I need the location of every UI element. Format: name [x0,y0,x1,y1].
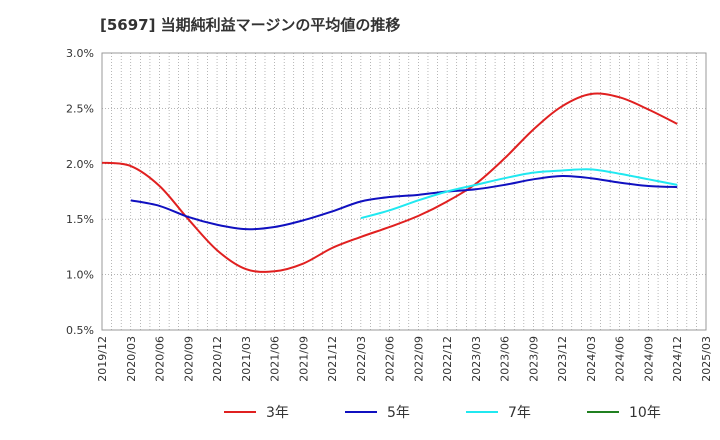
x-tick-label: 2020/12 [211,336,224,382]
plot-background [102,53,706,330]
x-tick-label: 2019/12 [96,336,109,382]
x-tick-label: 2024/03 [585,336,598,382]
x-tick-label: 2021/03 [240,336,253,382]
plot-frame [101,52,707,331]
legend-label: 3年 [266,405,289,421]
x-tick-label: 2020/09 [182,336,195,382]
chart-title: [5697] 当期純利益マージンの平均値の推移 [100,16,401,34]
legend-label: 5年 [387,405,410,421]
x-tick-label: 2021/09 [297,336,310,382]
x-tick-label: 2020/06 [154,336,167,382]
x-tick-label: 2023/03 [470,336,483,382]
y-axis: 3.0% 2.5% 2.0% 1.5% 1.0% 0.5% [66,47,94,337]
legend: 3年 5年 7年 10年 [224,405,661,421]
y-tick-label: 3.0% [66,47,94,60]
x-tick-label: 2024/09 [642,336,655,382]
x-tick-label: 2022/12 [441,336,454,382]
y-tick-label: 0.5% [66,324,94,337]
x-tick-label: 2022/03 [355,336,368,382]
x-axis: 2019/12 2020/03 2020/06 2020/09 2020/12 2021/… [96,336,713,382]
series-lines [101,92,678,273]
x-tick-label: 2021/12 [326,336,339,382]
x-tick-label: 2022/09 [412,336,425,382]
x-tick-label: 2024/06 [614,336,627,382]
x-tick-label: 2025/03 [700,336,713,382]
series-line-2 [360,168,678,220]
y-tick-label: 2.0% [66,158,94,171]
x-tick-label: 2022/06 [384,336,397,382]
y-tick-label: 1.0% [66,269,94,282]
y-tick-label: 1.5% [66,213,94,226]
x-tick-label: 2023/06 [499,336,512,382]
x-tick-label: 2023/12 [556,336,569,382]
x-tick-label: 2024/12 [671,336,684,382]
series-line-0 [101,92,678,273]
x-tick-label: 2021/06 [269,336,282,382]
legend-label: 7年 [508,405,531,421]
x-tick-label: 2023/09 [527,336,540,382]
series-line-1 [130,174,678,231]
legend-label: 10年 [629,405,661,421]
x-tick-label: 2020/03 [125,336,138,382]
y-tick-label: 2.5% [66,102,94,115]
